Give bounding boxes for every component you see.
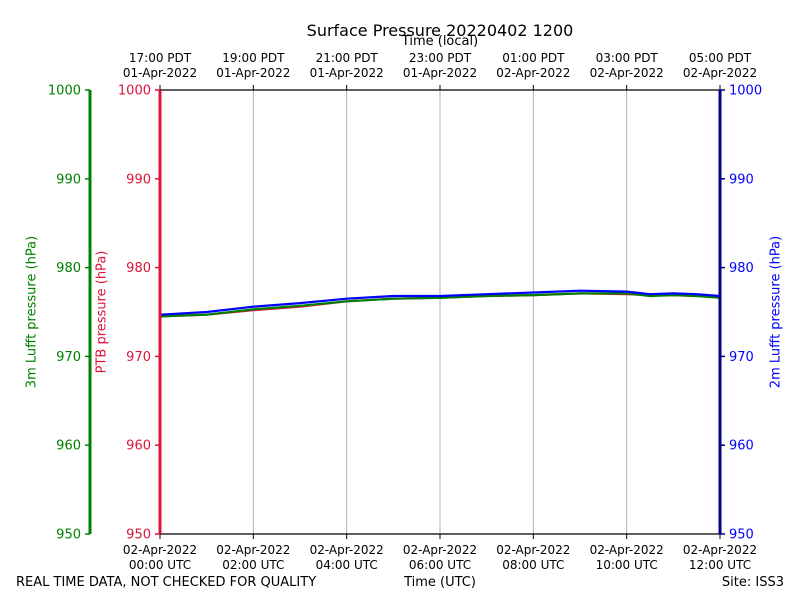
y-tick-label-lufft2m: 970 [729,350,754,365]
x-tick-label-bottom: 08:00 UTC [502,558,564,572]
data-series [159,289,721,318]
series-line-lufft3m [159,292,721,318]
x-tick-label-bottom: 00:00 UTC [129,558,191,572]
y-tick-label-ptb: 950 [126,528,151,543]
bottom-axis-label: Time (UTC) [404,575,476,590]
y-tick-label-lufft3m: 1000 [48,84,81,99]
x-tick-label-bottom: 02-Apr-2022 [216,543,290,557]
x-tick-label-bottom: 02-Apr-2022 [310,543,384,557]
y-tick-label-lufft3m: 990 [56,172,81,187]
y-tick-label-lufft2m: 960 [729,439,754,454]
y-tick-label-lufft3m: 980 [56,261,81,276]
x-tick-label-bottom: 02-Apr-2022 [123,543,197,557]
series-line-lufft2m [159,289,721,316]
footer-left-note: REAL TIME DATA, NOT CHECKED FOR QUALITY [16,575,317,590]
x-tick-label-top: 19:00 PDT [222,51,285,65]
y-tick-label-ptb: 1000 [118,84,151,99]
x-tick-label-top: 23:00 PDT [409,51,472,65]
y-axis-label-lufft3m: 3m Lufft pressure (hPa) [24,235,40,389]
x-tick-label-top: 02-Apr-2022 [590,66,664,80]
footer-site-label: Site: ISS3 [721,575,784,590]
x-tick-label-top: 03:00 PDT [596,51,659,65]
y-tick-label-ptb: 970 [126,350,151,365]
chart-title: Surface Pressure 20220402 1200 [306,21,574,40]
x-tick-label-top: 05:00 PDT [689,51,752,65]
y-tick-label-lufft3m: 960 [56,439,81,454]
x-tick-label-bottom: 02:00 UTC [222,558,284,572]
x-tick-label-bottom: 06:00 UTC [409,558,471,572]
x-tick-label-top: 01-Apr-2022 [403,66,477,80]
x-tick-label-bottom: 12:00 UTC [689,558,751,572]
x-tick-label-top: 01-Apr-2022 [123,66,197,80]
y-tick-label-lufft3m: 950 [56,528,81,543]
y-tick-label-lufft3m: 970 [56,350,81,365]
y-tick-label-lufft2m: 980 [729,261,754,276]
y-tick-label-ptb: 990 [126,172,151,187]
y-tick-label-lufft2m: 1000 [729,84,762,99]
y-tick-label-lufft2m: 950 [729,528,754,543]
x-tick-label-top: 02-Apr-2022 [496,66,570,80]
x-tick-label-bottom: 04:00 UTC [316,558,378,572]
y-tick-label-ptb: 960 [126,439,151,454]
x-tick-label-bottom: 02-Apr-2022 [683,543,757,557]
x-tick-label-top: 02-Apr-2022 [683,66,757,80]
y-tick-label-ptb: 980 [126,261,151,276]
x-tick-label-bottom: 02-Apr-2022 [496,543,570,557]
x-tick-label-bottom: 10:00 UTC [596,558,658,572]
x-tick-label-bottom: 02-Apr-2022 [403,543,477,557]
gridlines [252,90,628,534]
top-axis-label: Time (local) [401,34,479,49]
x-tick-label-top: 01-Apr-2022 [216,66,290,80]
x-tick-label-top: 21:00 PDT [316,51,379,65]
y-tick-label-lufft2m: 990 [729,172,754,187]
x-tick-label-top: 01-Apr-2022 [310,66,384,80]
x-tick-label-top: 17:00 PDT [129,51,192,65]
x-tick-label-bottom: 02-Apr-2022 [590,543,664,557]
axes [88,89,722,535]
x-tick-label-top: 01:00 PDT [502,51,565,65]
y-axis-label-ptb: PTB pressure (hPa) [94,250,110,374]
y-axis-label-lufft2m: 2m Lufft pressure (hPa) [768,235,784,389]
